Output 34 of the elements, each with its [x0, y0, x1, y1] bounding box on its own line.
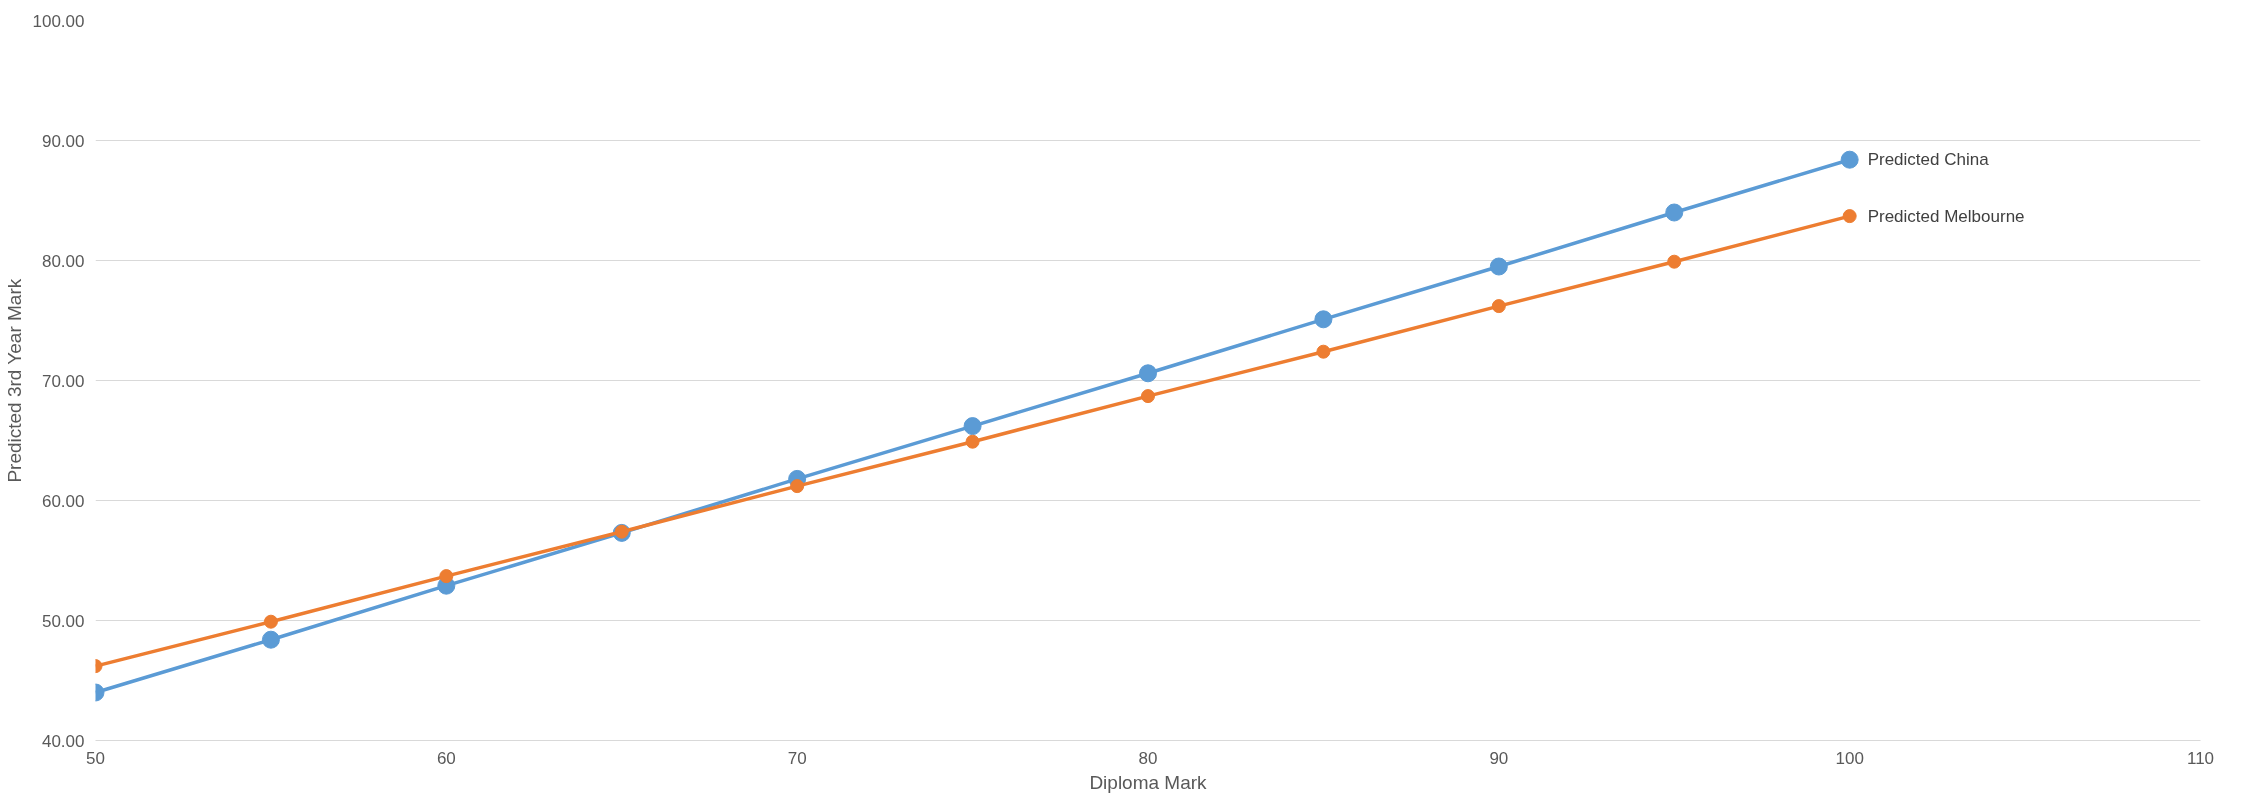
y-tick-label: 40.00	[41, 731, 85, 751]
x-axis-title: Diploma Mark	[1089, 771, 1208, 793]
point	[263, 614, 278, 629]
point	[790, 479, 805, 494]
point	[965, 434, 980, 449]
point	[1665, 203, 1684, 222]
x-tick-label: 60	[436, 748, 456, 768]
y-tick-label: 50.00	[41, 611, 85, 631]
series-label: Predicted China	[1867, 150, 1990, 170]
y-axis-title: Predicted 3rd Year Mark	[3, 278, 25, 483]
point	[1491, 299, 1506, 314]
x-tick-label: 80	[1138, 748, 1158, 768]
x-tick-label: 50	[86, 748, 105, 768]
point	[1667, 254, 1682, 269]
point	[261, 630, 280, 649]
y-tick-label: 80.00	[41, 251, 85, 271]
point	[1840, 150, 1859, 169]
point	[1842, 209, 1857, 224]
series-label: Predicted Melbourne	[1867, 206, 2025, 226]
point	[439, 569, 454, 584]
point	[1139, 364, 1157, 383]
x-tick-label: 70	[787, 748, 807, 768]
point	[1141, 389, 1155, 404]
point	[1314, 310, 1333, 329]
y-tick-label: 90.00	[41, 131, 85, 151]
x-tick-label: 110	[2186, 748, 2215, 768]
point	[963, 417, 982, 436]
y-tick-label: 100.00	[32, 11, 85, 31]
x-tick-label: 90	[1489, 748, 1509, 768]
point	[1316, 344, 1331, 359]
point	[1489, 257, 1508, 276]
y-tick-label: 60.00	[41, 491, 85, 511]
y-tick-label: 70.00	[41, 371, 85, 391]
x-tick-label: 100	[1835, 748, 1864, 768]
